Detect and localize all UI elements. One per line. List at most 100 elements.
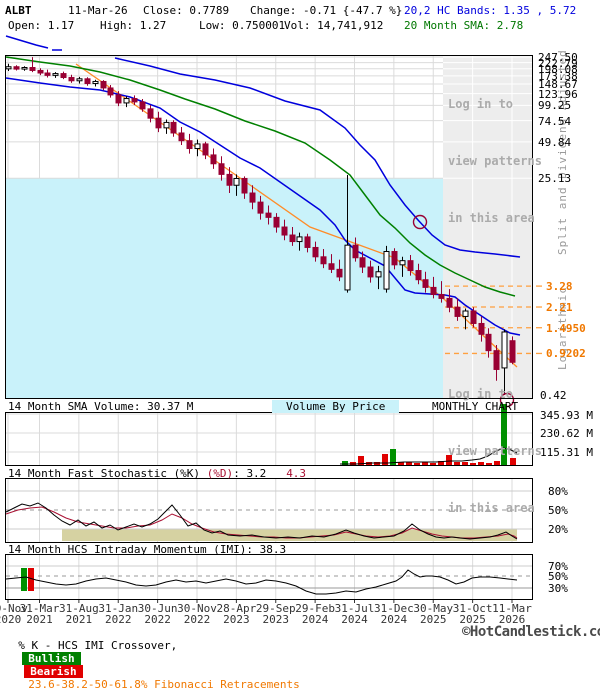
volume-axis-label: 345.93 M	[540, 409, 593, 422]
candle-body	[344, 244, 351, 291]
candle-body	[139, 101, 146, 110]
volume-bar	[501, 404, 507, 465]
volume-bar	[398, 462, 404, 465]
x-axis-date-label: 30-Nov	[177, 602, 217, 615]
x-axis-date-label: 30-Jun	[137, 602, 178, 615]
candle-body	[375, 271, 382, 278]
x-axis-year-label: 2021	[65, 613, 93, 626]
candle-body	[107, 87, 114, 96]
candle-body	[352, 244, 359, 259]
stock-chart-page: { "header": { "symbol": "ALBT", "date": …	[0, 4, 600, 691]
price-axis-label: 148.67	[538, 78, 578, 91]
volume-bar	[470, 463, 476, 465]
stochastic-axis-label: 80%	[548, 485, 568, 498]
stochastic-k-value: 3.2	[246, 467, 267, 480]
volume-bar	[414, 463, 420, 465]
x-axis-date-label: 31-Oct	[452, 602, 493, 615]
candle-body	[296, 236, 303, 243]
candle-body	[92, 80, 99, 85]
candle-body	[60, 73, 67, 79]
price-axis-label: 74.54	[538, 114, 572, 128]
copyright-link[interactable]: ©HotCandlestick.com	[462, 624, 600, 640]
candle-body	[359, 257, 366, 268]
volume-bar	[486, 463, 492, 465]
candle-body	[446, 297, 453, 308]
login-prompt-line: view patterns	[448, 444, 542, 458]
chart-date: 11-Mar-26	[68, 4, 128, 17]
price-axis-label: 222.79	[538, 56, 578, 70]
volume-sma-header: 14 Month SMA Volume: 30.37 M	[8, 400, 194, 413]
x-axis-year-label: 2025	[459, 613, 486, 626]
candle-body	[485, 333, 492, 352]
bullish-signal-bar	[21, 568, 27, 591]
candle-body	[312, 246, 319, 258]
candle-body	[131, 98, 138, 103]
login-prompt-line: in this area	[448, 211, 535, 225]
volume-by-price-label: Volume By Price	[272, 400, 400, 413]
candle-body	[304, 236, 311, 248]
candle-body	[202, 143, 209, 156]
footer-legend: % K - HCS IMI Crossover, Bullish Bearish…	[5, 626, 300, 691]
candle-body	[328, 263, 335, 270]
candle-body	[210, 154, 217, 165]
x-axis-year-label: 2022	[183, 613, 211, 626]
x-axis-date-label: 31-Mar	[19, 602, 60, 615]
candle-body	[218, 163, 225, 175]
candle-body	[84, 78, 91, 85]
candle-body	[509, 340, 516, 363]
x-axis-date-label: 31-Aug	[59, 602, 99, 615]
stochastic-header-sep: :	[233, 467, 247, 480]
x-axis-year-label: 2022	[105, 613, 132, 626]
price-axis-label: 99.25	[538, 99, 572, 113]
x-axis-date-label: 30-Nov	[0, 602, 28, 615]
candle-body	[415, 270, 422, 281]
stochastic-axis-label: 20%	[548, 523, 568, 536]
volume-bar	[462, 462, 468, 465]
stochastic-axis-label: 50%	[548, 504, 568, 517]
login-prompt-line: in this area	[448, 501, 535, 515]
fibonacci-level-label: 3.28	[546, 280, 573, 294]
x-axis-date-label: 29-Feb	[295, 602, 335, 615]
pattern-marker-circle	[412, 214, 428, 230]
candle-body	[257, 201, 264, 214]
x-axis-year-label: 2021	[26, 613, 53, 626]
price-axis-label: 49.84	[538, 135, 572, 149]
high-value: High: 1.27	[100, 19, 167, 32]
candle-body	[21, 67, 28, 70]
volume-bar	[446, 455, 452, 465]
candle-body	[430, 286, 437, 295]
upper-band-header-segment	[5, 35, 49, 49]
x-axis-date-label: 31-Dec	[374, 602, 414, 615]
candle-body	[76, 78, 83, 82]
x-axis-year-label: 2024	[301, 613, 329, 626]
candle-body	[249, 192, 256, 203]
candle-body	[336, 268, 343, 278]
imi-axis-label: 30%	[548, 582, 568, 595]
fibonacci-level-label: 1.4950	[546, 321, 586, 335]
login-prompt-top[interactable]: Log in to view patterns in this area	[448, 57, 542, 247]
stochastic-d-value: 4.3	[286, 467, 307, 480]
stochastic-header-d: (%D)	[206, 467, 234, 480]
candle-body	[147, 108, 154, 119]
candle-body	[68, 77, 75, 82]
open-value: Open: 1.17	[8, 19, 75, 32]
x-axis-year-label: 2026	[498, 613, 526, 626]
volume-bar	[510, 458, 516, 465]
change-value: Change: -0.71 {-47.7 %}	[250, 4, 403, 17]
candle-body	[281, 226, 288, 236]
login-prompt-line: view patterns	[448, 154, 542, 168]
imi-header: 14 Month HCS Intraday Momentum (IMI): 38…	[8, 543, 287, 556]
login-prompt-bottom[interactable]: Log in to view patterns in this area	[448, 347, 542, 537]
bearish-legend-chip: Bearish	[24, 665, 83, 678]
candle-body	[493, 350, 500, 370]
lower-band-line	[5, 77, 521, 336]
candle-body	[115, 94, 122, 104]
candle-body	[422, 279, 429, 288]
candle-body	[383, 251, 390, 290]
bullish-legend-chip: Bullish	[22, 652, 81, 665]
sma20-value: 20 Month SMA: 2.78	[404, 19, 524, 32]
volume-bar	[358, 456, 364, 465]
price-axis-label: 198.08	[538, 62, 578, 76]
candle-body	[233, 177, 240, 186]
monthly-chart-label: MONTHLY CHART	[432, 400, 519, 413]
